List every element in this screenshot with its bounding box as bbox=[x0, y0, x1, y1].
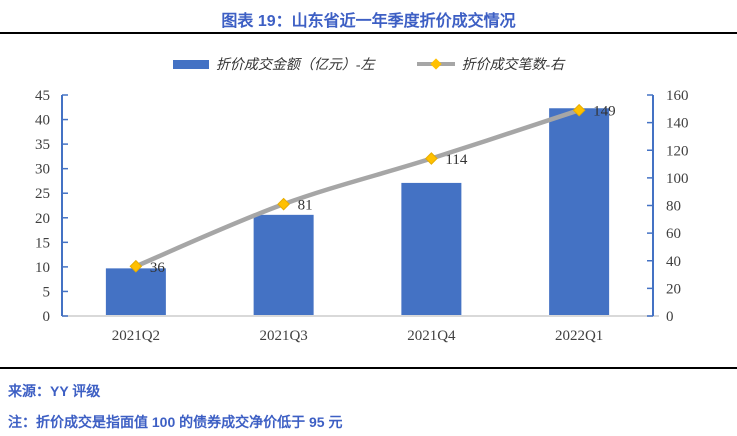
left-axis-tick-label: 40 bbox=[35, 113, 50, 129]
top-divider bbox=[0, 32, 737, 34]
left-axis-tick-label: 30 bbox=[35, 162, 50, 178]
note-text: 注：折价成交是指面值 100 的债券成交净价低于 95 元 bbox=[8, 414, 343, 430]
x-axis-label: 2022Q1 bbox=[555, 328, 603, 344]
right-axis-tick-label: 100 bbox=[666, 171, 689, 187]
chart-svg: 0 5 10 15 20 25 30 35 40 45 0 20 40 60 80 100 120 140 160 2… bbox=[35, 88, 689, 344]
legend-bars-label: 折价成交金额（亿元）-左 bbox=[215, 58, 375, 73]
legend-item-line: 折价成交笔数-右 bbox=[416, 54, 565, 74]
legend: 折价成交金额（亿元）-左 折价成交笔数-右 bbox=[0, 54, 737, 74]
right-axis-tick-label: 40 bbox=[666, 254, 681, 270]
right-axis-tick-label: 60 bbox=[666, 226, 681, 242]
chart-title: 图表 19：山东省近一年季度折价成交情况 bbox=[221, 13, 516, 30]
legend-bar-swatch-icon bbox=[172, 59, 209, 69]
line-marker-2021Q2 bbox=[129, 259, 143, 273]
line-data-label: 36 bbox=[150, 260, 166, 276]
left-axis-tick-label: 15 bbox=[35, 235, 50, 251]
line-series bbox=[135, 108, 580, 269]
legend-line-label: 折价成交笔数-右 bbox=[461, 58, 565, 73]
line-data-label: 114 bbox=[445, 152, 467, 168]
x-axis-label: 2021Q2 bbox=[112, 328, 160, 344]
legend-line-swatch-icon bbox=[416, 58, 455, 70]
left-axis-tick-label: 45 bbox=[35, 88, 50, 104]
bar-2021Q4 bbox=[401, 182, 462, 316]
right-axis-tick-label: 0 bbox=[666, 309, 674, 325]
bottom-divider bbox=[0, 367, 737, 369]
right-axis-tick-label: 160 bbox=[666, 88, 689, 104]
left-axis-tick-label: 0 bbox=[43, 309, 51, 325]
left-axis-tick-label: 25 bbox=[35, 186, 50, 202]
left-axis-tick-label: 10 bbox=[35, 260, 50, 276]
legend-item-bars: 折价成交金额（亿元）-左 bbox=[172, 54, 375, 74]
x-axis-label: 2021Q4 bbox=[407, 328, 456, 344]
line-marker-2022Q1 bbox=[572, 103, 586, 117]
bar-2022Q1 bbox=[549, 108, 610, 316]
line-data-label: 149 bbox=[593, 104, 616, 120]
right-axis-tick-label: 120 bbox=[666, 143, 689, 159]
legend-diamond-icon bbox=[429, 58, 442, 70]
bar-2021Q3 bbox=[253, 214, 314, 316]
chart-area: 0 5 10 15 20 25 30 35 40 45 0 20 40 60 80 100 120 140 160 2… bbox=[0, 88, 737, 358]
line-data-label: 81 bbox=[298, 198, 313, 214]
source-text: 来源：YY 评级 bbox=[8, 383, 101, 399]
left-axis-tick-label: 20 bbox=[35, 211, 50, 227]
right-axis-tick-label: 140 bbox=[666, 116, 689, 132]
x-axis-label: 2021Q3 bbox=[259, 328, 307, 344]
line-marker-2021Q3 bbox=[277, 197, 290, 211]
left-axis-tick-label: 35 bbox=[35, 137, 50, 153]
right-axis-tick-label: 80 bbox=[666, 199, 681, 215]
left-axis-tick-label: 5 bbox=[43, 284, 51, 300]
line-marker-2021Q4 bbox=[425, 152, 438, 165]
right-axis-tick-label: 20 bbox=[666, 281, 681, 297]
bar-2021Q2 bbox=[105, 268, 166, 316]
